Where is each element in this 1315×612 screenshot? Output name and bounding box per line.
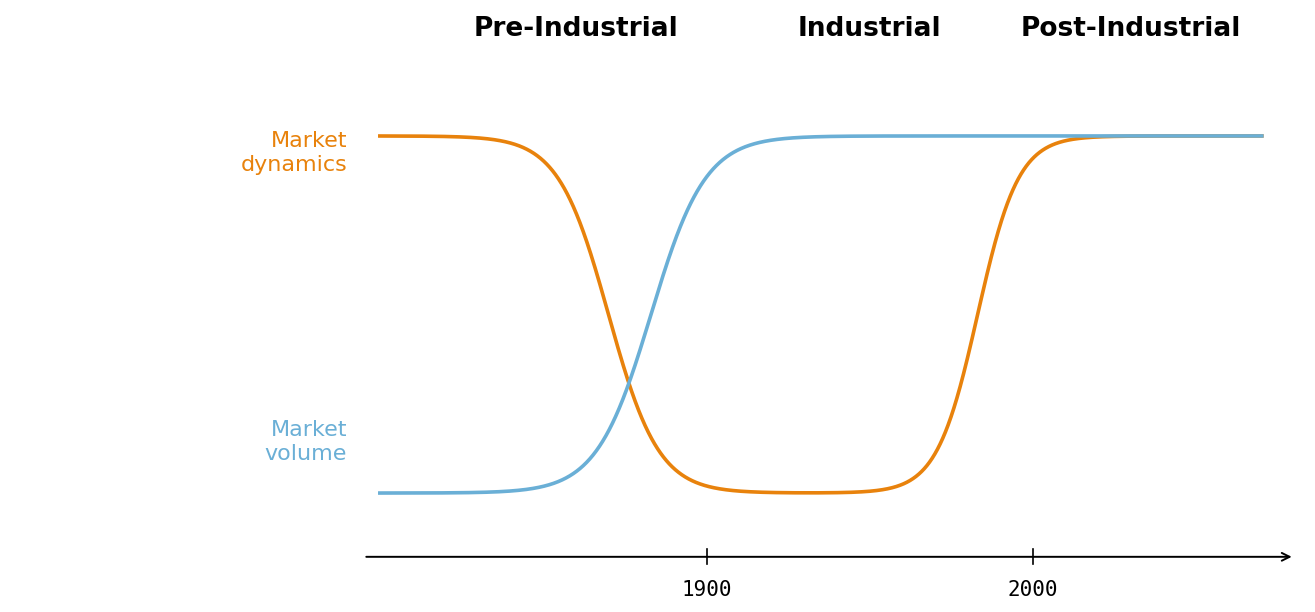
Text: Post-Industrial: Post-Industrial bbox=[1020, 17, 1241, 42]
Text: Industrial: Industrial bbox=[798, 17, 942, 42]
Text: 1900: 1900 bbox=[681, 580, 731, 600]
Text: Market
dynamics: Market dynamics bbox=[241, 132, 347, 174]
Text: 2000: 2000 bbox=[1007, 580, 1059, 600]
Text: Market
volume: Market volume bbox=[264, 420, 347, 464]
Text: Pre-Industrial: Pre-Industrial bbox=[473, 17, 679, 42]
